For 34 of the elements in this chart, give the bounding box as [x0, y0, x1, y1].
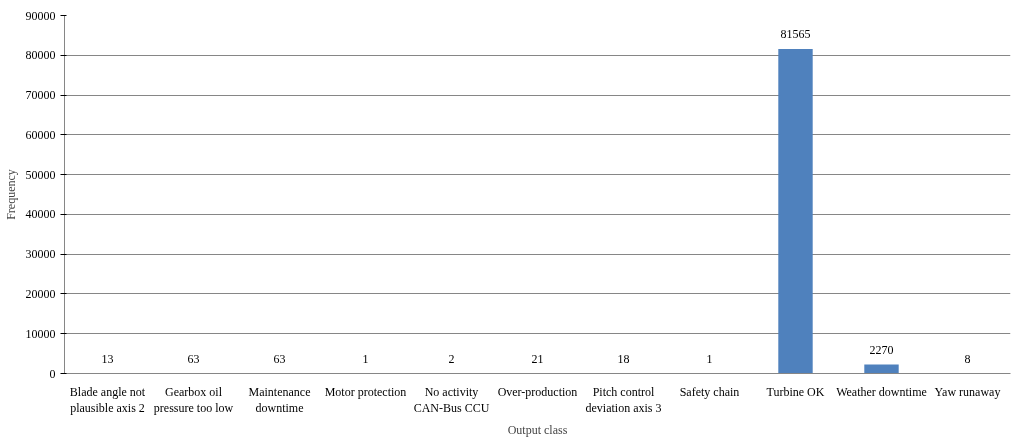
y-tick-label: 50000	[25, 167, 56, 182]
x-tick-label: Turbine OK	[766, 384, 825, 399]
y-tick-label: 0	[49, 366, 56, 381]
data-label: 1	[362, 351, 369, 366]
data-label: 1	[706, 351, 713, 366]
y-tick-label: 10000	[25, 326, 56, 341]
data-label: 2270	[869, 342, 894, 357]
y-tick-label: 60000	[25, 127, 56, 142]
data-label: 18	[617, 351, 630, 366]
data-label: 63	[273, 351, 286, 366]
x-tick-label: Pitch control deviation axis 3	[585, 384, 662, 416]
x-tick-label: Weather downtime	[836, 384, 927, 399]
y-tick-label: 40000	[25, 207, 56, 222]
x-tick-label: Maintenance downtime	[248, 384, 311, 416]
data-label: 63	[187, 351, 200, 366]
x-tick-label: Safety chain	[679, 384, 740, 399]
y-tick-label: 30000	[25, 247, 56, 262]
x-tick-label: Over-production	[497, 384, 578, 399]
y-tick-label: 90000	[25, 8, 56, 23]
x-tick-label: Yaw runaway	[934, 384, 1001, 399]
data-label: 2	[448, 351, 455, 366]
data-label: 8	[964, 351, 971, 366]
data-label: 81565	[780, 27, 811, 42]
x-tick-label: Gearbox oil pressure too low	[153, 384, 234, 416]
x-tick-label: No activity CAN-Bus CCU	[413, 384, 490, 416]
y-tick-label: 20000	[25, 286, 56, 301]
data-label: 21	[531, 351, 544, 366]
y-tick-label: 80000	[25, 48, 56, 63]
x-tick-label: Motor protection	[324, 384, 407, 399]
x-axis-title: Output class	[507, 423, 568, 438]
y-axis-title: Frequency	[3, 169, 18, 220]
x-tick-label: Blade angle not plausible axis 2	[69, 384, 146, 416]
data-label: 13	[101, 351, 114, 366]
y-tick-label: 70000	[25, 88, 56, 103]
